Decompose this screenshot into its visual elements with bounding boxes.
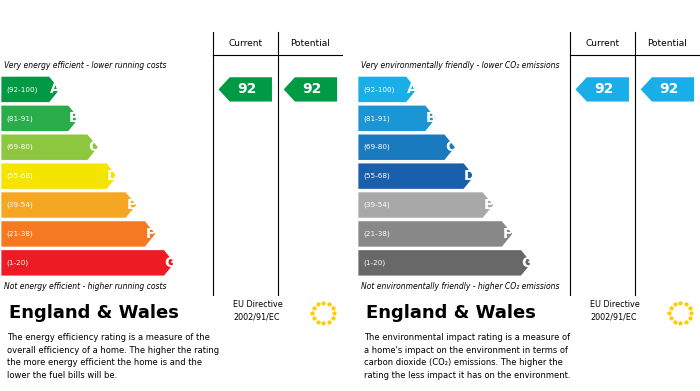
Text: 92: 92: [237, 83, 256, 97]
Polygon shape: [358, 250, 531, 276]
Polygon shape: [284, 77, 337, 102]
Text: F: F: [503, 227, 512, 241]
Text: 92: 92: [594, 83, 613, 97]
Text: G: G: [521, 256, 533, 270]
Polygon shape: [358, 192, 493, 218]
Text: Very energy efficient - lower running costs: Very energy efficient - lower running co…: [4, 61, 167, 70]
Polygon shape: [1, 192, 136, 218]
Text: C: C: [445, 140, 455, 154]
Text: (1-20): (1-20): [6, 260, 28, 266]
Text: England & Wales: England & Wales: [8, 304, 178, 322]
Text: Not energy efficient - higher running costs: Not energy efficient - higher running co…: [4, 282, 167, 291]
Text: 92: 92: [302, 83, 321, 97]
Text: G: G: [164, 256, 176, 270]
Text: E: E: [127, 198, 136, 212]
Text: Environmental Impact (CO₂) Rating: Environmental Impact (CO₂) Rating: [365, 9, 612, 23]
Text: Not environmentally friendly - higher CO₂ emissions: Not environmentally friendly - higher CO…: [361, 282, 559, 291]
Text: Potential: Potential: [648, 39, 687, 48]
Polygon shape: [1, 221, 155, 247]
Text: Current: Current: [228, 39, 262, 48]
Text: England & Wales: England & Wales: [365, 304, 536, 322]
Text: A: A: [50, 83, 60, 97]
Polygon shape: [640, 77, 694, 102]
Text: (81-91): (81-91): [6, 115, 33, 122]
Text: E: E: [484, 198, 494, 212]
Text: (39-54): (39-54): [363, 202, 390, 208]
Polygon shape: [358, 77, 416, 102]
Text: Energy Efficiency Rating: Energy Efficiency Rating: [8, 9, 180, 23]
Text: C: C: [88, 140, 98, 154]
Text: F: F: [146, 227, 155, 241]
Polygon shape: [358, 106, 435, 131]
Text: (92-100): (92-100): [363, 86, 395, 93]
Polygon shape: [1, 163, 117, 189]
Text: (69-80): (69-80): [363, 144, 390, 151]
Text: (39-54): (39-54): [6, 202, 33, 208]
Text: B: B: [69, 111, 79, 126]
Text: (1-20): (1-20): [363, 260, 385, 266]
Polygon shape: [218, 77, 272, 102]
Text: Very environmentally friendly - lower CO₂ emissions: Very environmentally friendly - lower CO…: [361, 61, 559, 70]
Text: EU Directive
2002/91/EC: EU Directive 2002/91/EC: [233, 300, 283, 321]
Text: (92-100): (92-100): [6, 86, 38, 93]
Text: D: D: [106, 169, 118, 183]
Text: The environmental impact rating is a measure of
a home's impact on the environme: The environmental impact rating is a mea…: [364, 334, 570, 380]
Polygon shape: [358, 163, 474, 189]
Polygon shape: [1, 135, 98, 160]
Polygon shape: [358, 221, 512, 247]
Text: (81-91): (81-91): [363, 115, 390, 122]
Text: 92: 92: [659, 83, 678, 97]
Text: A: A: [407, 83, 417, 97]
Text: Potential: Potential: [290, 39, 330, 48]
Polygon shape: [1, 77, 60, 102]
Text: (21-38): (21-38): [363, 231, 390, 237]
Text: (69-80): (69-80): [6, 144, 33, 151]
Text: B: B: [426, 111, 436, 126]
Polygon shape: [1, 250, 174, 276]
Polygon shape: [575, 77, 629, 102]
Text: EU Directive
2002/91/EC: EU Directive 2002/91/EC: [590, 300, 640, 321]
Text: The energy efficiency rating is a measure of the
overall efficiency of a home. T: The energy efficiency rating is a measur…: [7, 334, 219, 380]
Text: (55-68): (55-68): [6, 173, 33, 179]
Text: (55-68): (55-68): [363, 173, 390, 179]
Polygon shape: [1, 106, 78, 131]
Text: (21-38): (21-38): [6, 231, 33, 237]
Text: D: D: [463, 169, 475, 183]
Text: Current: Current: [585, 39, 620, 48]
Polygon shape: [358, 135, 455, 160]
